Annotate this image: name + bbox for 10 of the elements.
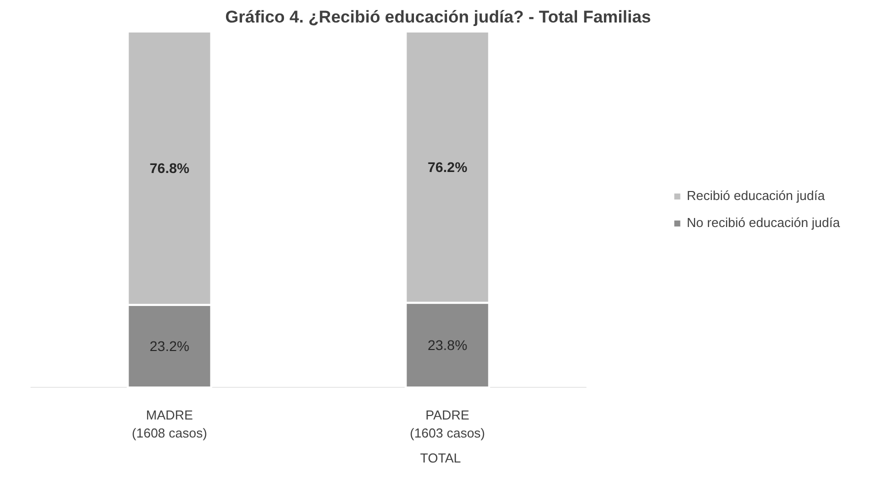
legend-label: No recibió educación judía — [686, 215, 840, 230]
x-tick-label: MADRE (1608 casos) — [132, 408, 208, 440]
legend-label: Recibió educación judía — [686, 188, 825, 203]
data-label: 23.8% — [428, 337, 468, 354]
chart-title: Gráfico 4. ¿Recibió educación judía? - Total Familias — [225, 8, 651, 26]
data-label: 76.2% — [428, 159, 468, 176]
data-label: 76.8% — [150, 160, 190, 176]
x-tick-label: PADRE (1603 casos) — [410, 408, 486, 440]
text: TOTAL — [420, 450, 461, 466]
data-label: 23.2% — [150, 338, 190, 354]
